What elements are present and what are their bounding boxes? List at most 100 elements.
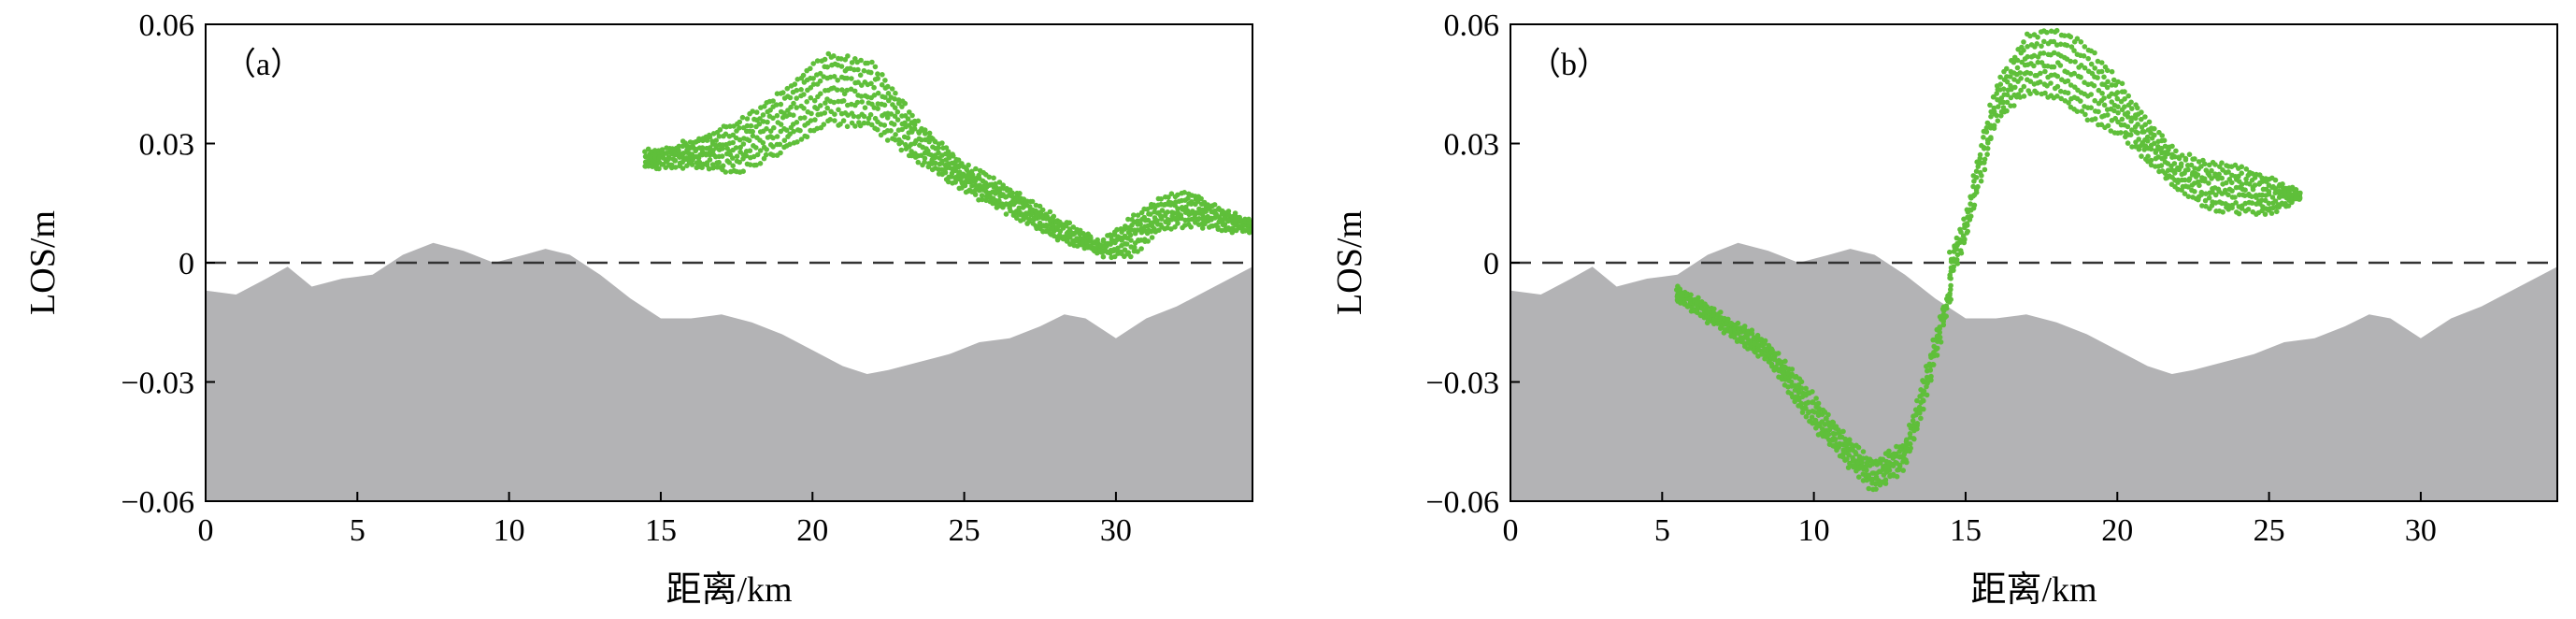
data-point xyxy=(2004,108,2010,114)
data-point xyxy=(2054,27,2060,34)
data-point xyxy=(800,72,807,79)
data-point xyxy=(2233,200,2239,206)
data-point xyxy=(1997,74,2003,80)
data-point xyxy=(827,117,833,122)
x-tick-label: 5 xyxy=(1654,513,1670,548)
data-point xyxy=(840,118,847,123)
data-point xyxy=(865,60,871,66)
data-point xyxy=(1749,327,1755,334)
data-point xyxy=(2018,87,2024,94)
data-point xyxy=(1982,166,1988,173)
data-point xyxy=(2259,208,2265,214)
data-point xyxy=(818,103,823,108)
data-point xyxy=(787,94,794,101)
data-point xyxy=(875,106,880,111)
data-point xyxy=(780,90,786,95)
data-point xyxy=(2039,43,2044,50)
data-point xyxy=(1718,310,1724,315)
data-point xyxy=(1840,428,1846,435)
data-point xyxy=(2266,200,2272,207)
data-point xyxy=(2152,125,2157,132)
data-point xyxy=(2041,38,2047,45)
data-point xyxy=(2091,82,2097,89)
data-point xyxy=(1003,201,1009,207)
data-point xyxy=(1809,414,1815,421)
data-point xyxy=(770,144,776,150)
data-point xyxy=(794,139,800,145)
data-point xyxy=(1994,112,1999,119)
data-point xyxy=(2139,116,2144,122)
data-point xyxy=(2004,74,2010,79)
data-point xyxy=(996,197,1002,204)
data-point xyxy=(2027,70,2034,77)
data-point xyxy=(884,137,891,143)
data-point xyxy=(926,138,932,145)
data-point xyxy=(2171,161,2178,166)
data-point xyxy=(895,97,902,103)
data-point xyxy=(1047,230,1052,237)
data-point xyxy=(792,81,798,87)
data-point xyxy=(1145,238,1151,244)
data-point xyxy=(1778,359,1784,366)
data-point xyxy=(1984,146,1991,151)
data-point xyxy=(1836,441,1841,448)
data-point xyxy=(1788,391,1795,397)
data-point xyxy=(2119,116,2125,122)
data-point xyxy=(2034,90,2039,96)
data-point xyxy=(2232,162,2239,168)
data-point xyxy=(2000,99,2007,106)
data-point xyxy=(1948,282,1953,289)
data-point xyxy=(938,166,945,173)
data-point xyxy=(840,98,847,104)
data-point xyxy=(1212,208,1218,214)
data-point xyxy=(1977,151,1983,158)
data-point xyxy=(753,162,759,168)
x-tick-label: 20 xyxy=(796,513,828,548)
data-point xyxy=(1016,205,1023,211)
data-point xyxy=(2212,162,2218,167)
data-point xyxy=(1754,332,1761,338)
data-point xyxy=(771,124,777,131)
data-point xyxy=(1769,347,1775,353)
data-point xyxy=(1983,129,1990,135)
data-point xyxy=(2096,108,2101,115)
data-point xyxy=(1138,221,1143,227)
y-tick-label: 0.06 xyxy=(139,8,195,43)
data-point xyxy=(827,74,834,80)
data-point xyxy=(1965,228,1970,235)
data-point xyxy=(881,102,888,108)
data-point xyxy=(849,76,854,81)
data-point xyxy=(1880,456,1886,463)
data-point xyxy=(898,147,905,153)
data-point xyxy=(824,105,830,111)
data-point xyxy=(1168,191,1175,196)
data-point xyxy=(1115,245,1121,252)
data-point xyxy=(2027,79,2034,84)
data-point xyxy=(1165,209,1170,215)
data-point xyxy=(1158,196,1164,202)
data-point xyxy=(1097,242,1104,249)
data-point xyxy=(2224,180,2229,186)
data-point xyxy=(2017,70,2024,76)
data-point xyxy=(1122,247,1128,253)
data-point xyxy=(1047,209,1053,215)
data-point xyxy=(2104,84,2111,91)
data-point xyxy=(781,137,788,143)
data-point xyxy=(716,159,722,166)
data-point xyxy=(868,122,875,128)
data-point xyxy=(665,156,672,162)
data-point xyxy=(810,76,816,81)
y-tick-label: −0.03 xyxy=(121,367,194,401)
data-point xyxy=(1033,202,1039,209)
data-point xyxy=(976,172,981,179)
data-point xyxy=(783,127,790,133)
data-point xyxy=(676,143,682,150)
data-point xyxy=(909,112,915,119)
data-point xyxy=(2068,82,2074,88)
x-tick-label: 20 xyxy=(2101,513,2133,548)
data-point xyxy=(2239,164,2245,170)
data-point xyxy=(730,139,736,146)
data-point xyxy=(2095,58,2101,65)
data-point xyxy=(932,160,938,166)
data-point xyxy=(2269,194,2276,200)
